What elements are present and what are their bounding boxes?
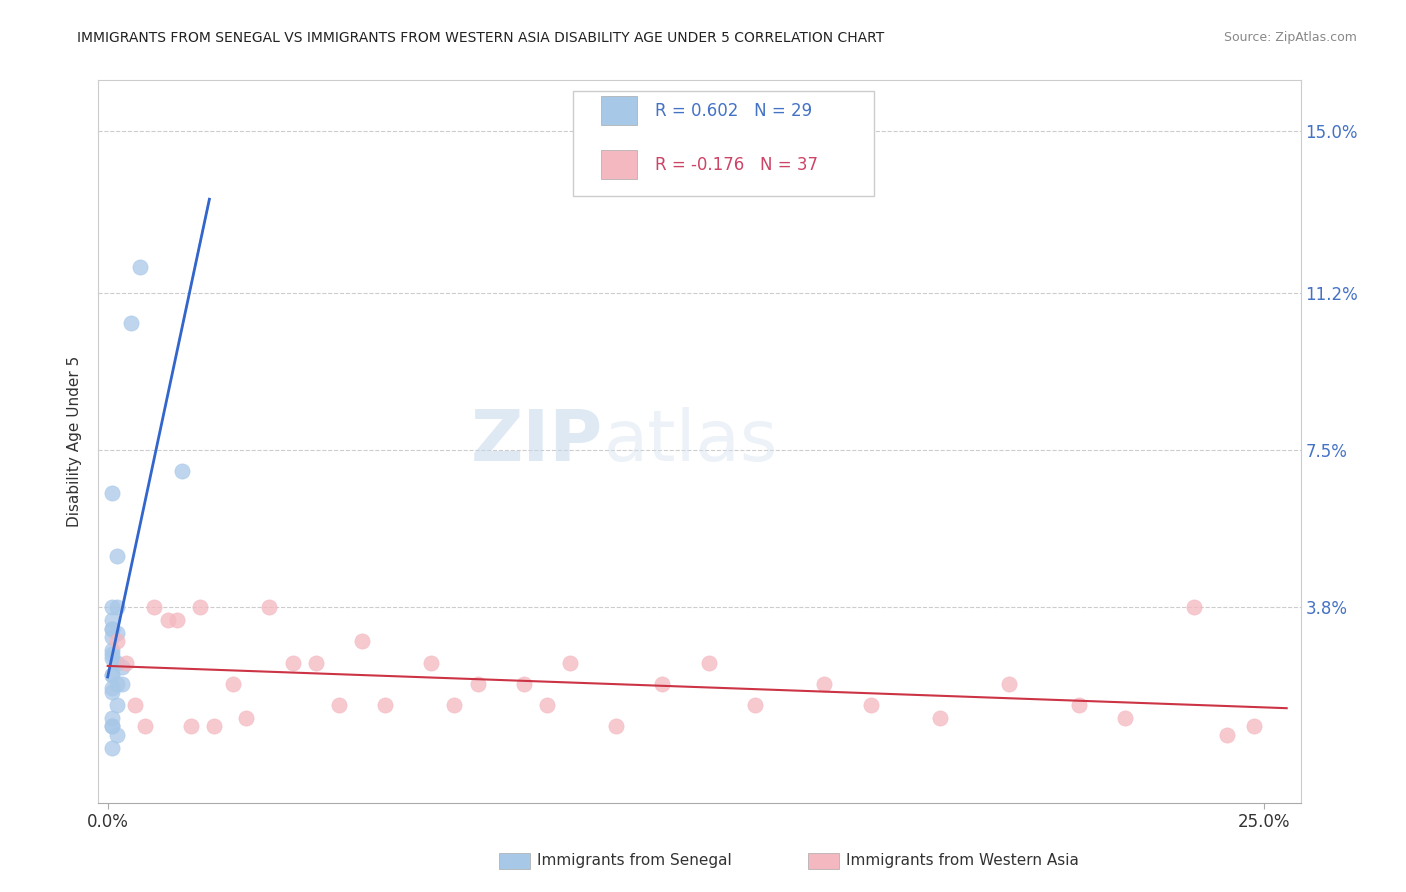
Point: [202, 719, 225, 733]
Bar: [600, 96, 637, 125]
Point: [101, 630, 124, 644]
Point: [120, 316, 142, 330]
Point: [166, 613, 188, 627]
Point: [101, 622, 124, 636]
Point: [513, 677, 536, 691]
Point: [859, 698, 882, 712]
Point: [101, 681, 124, 695]
Point: [115, 656, 138, 670]
Point: [105, 600, 128, 615]
Point: [105, 656, 128, 670]
Point: [305, 656, 328, 670]
Point: [651, 677, 673, 691]
Point: [105, 625, 128, 640]
Text: ZIP: ZIP: [471, 407, 603, 476]
Point: [813, 677, 835, 691]
Point: [1215, 728, 1237, 742]
Point: [101, 642, 124, 657]
Text: Immigrants from Western Asia: Immigrants from Western Asia: [846, 854, 1080, 868]
Point: [744, 698, 766, 712]
Point: [1182, 600, 1205, 615]
Point: [105, 698, 128, 712]
Point: [110, 677, 132, 691]
Point: [1243, 719, 1265, 733]
Point: [928, 711, 950, 725]
Point: [605, 719, 627, 733]
Point: [235, 711, 257, 725]
Point: [1114, 711, 1136, 725]
Point: [101, 613, 124, 627]
Point: [374, 698, 396, 712]
Point: [101, 668, 124, 682]
Point: [110, 660, 132, 674]
Point: [101, 668, 124, 682]
Point: [142, 600, 165, 615]
Point: [129, 260, 152, 275]
Point: [101, 651, 124, 665]
Y-axis label: Disability Age Under 5: Disability Age Under 5: [66, 356, 82, 527]
Bar: [808, 853, 839, 869]
Point: [105, 728, 128, 742]
Text: R = 0.602   N = 29: R = 0.602 N = 29: [655, 102, 813, 120]
Point: [101, 719, 124, 733]
Point: [105, 677, 128, 691]
Point: [443, 698, 465, 712]
Point: [101, 622, 124, 636]
Point: [998, 677, 1021, 691]
FancyBboxPatch shape: [574, 91, 873, 196]
Point: [1067, 698, 1090, 712]
Point: [558, 656, 581, 670]
Point: [536, 698, 558, 712]
Point: [350, 634, 373, 648]
Point: [101, 719, 124, 733]
Point: [188, 600, 211, 615]
Point: [420, 656, 443, 670]
Text: IMMIGRANTS FROM SENEGAL VS IMMIGRANTS FROM WESTERN ASIA DISABILITY AGE UNDER 5 C: IMMIGRANTS FROM SENEGAL VS IMMIGRANTS FR…: [77, 31, 884, 45]
Point: [105, 549, 128, 564]
Point: [281, 656, 304, 670]
Point: [697, 656, 720, 670]
Point: [101, 485, 124, 500]
Point: [467, 677, 489, 691]
Text: R = -0.176   N = 37: R = -0.176 N = 37: [655, 156, 818, 174]
Point: [101, 600, 124, 615]
Point: [124, 698, 146, 712]
Point: [105, 634, 128, 648]
Point: [328, 698, 350, 712]
Point: [170, 464, 193, 478]
Point: [101, 647, 124, 661]
Point: [101, 711, 124, 725]
Point: [101, 740, 124, 755]
Point: [156, 613, 179, 627]
Point: [101, 685, 124, 699]
Point: [221, 677, 243, 691]
Point: [259, 600, 281, 615]
Text: Source: ZipAtlas.com: Source: ZipAtlas.com: [1223, 31, 1357, 45]
Point: [180, 719, 202, 733]
Bar: [600, 151, 637, 179]
Text: atlas: atlas: [603, 407, 778, 476]
Point: [134, 719, 156, 733]
Text: Immigrants from Senegal: Immigrants from Senegal: [537, 854, 733, 868]
Bar: [499, 853, 530, 869]
